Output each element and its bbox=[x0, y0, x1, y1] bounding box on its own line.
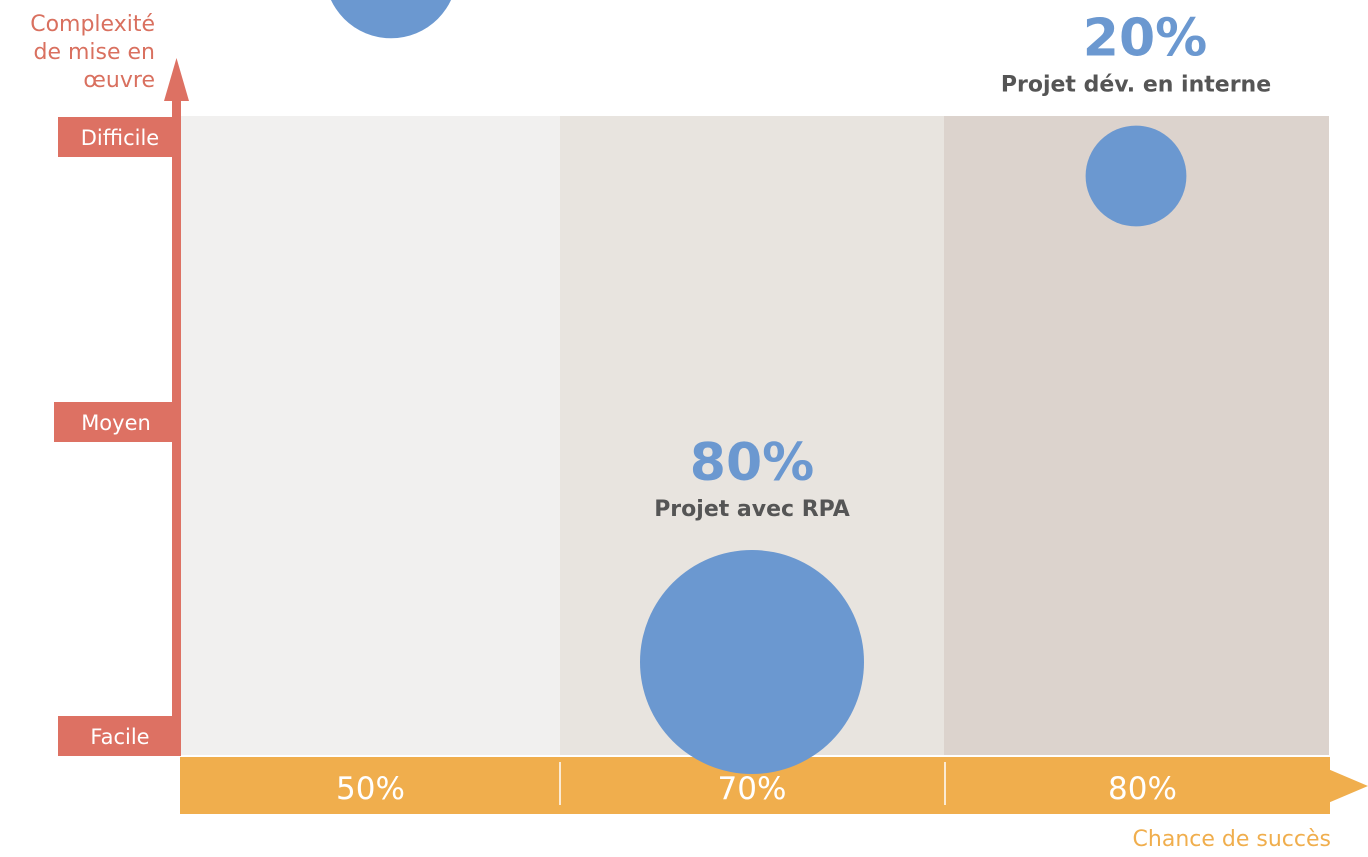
data-point-3: 20% Projet dév. en interne bbox=[1001, 9, 1271, 227]
x-tick-label: 80% bbox=[1108, 771, 1177, 807]
y-level-tag-1: Facile bbox=[58, 716, 181, 756]
bubble-label: Projet dév. en interne bbox=[1001, 73, 1271, 98]
y-axis-arrow bbox=[164, 58, 189, 101]
background-bands bbox=[181, 116, 1329, 755]
x-axis-title: Chance de succès bbox=[1133, 827, 1331, 852]
bubble-percent: 80% bbox=[690, 433, 814, 493]
y-level-tag-3: Difficile bbox=[58, 117, 181, 157]
data-point-2: 80% Projet avec RPA bbox=[640, 433, 864, 774]
bubble bbox=[1085, 125, 1187, 227]
x-tick-label: 70% bbox=[718, 771, 787, 807]
data-point-1: 28%Projet avec IA bbox=[330, 0, 452, 39]
bubble bbox=[330, 0, 452, 39]
band-1 bbox=[181, 116, 560, 755]
bubble-percent: 20% bbox=[1083, 9, 1207, 69]
bubbles: 28%Projet avec IA 80% Projet avec RPA 20% Pr… bbox=[330, 0, 1271, 774]
y-level-tag-bg bbox=[58, 117, 181, 157]
x-axis-arrow bbox=[1328, 769, 1368, 803]
y-axis-title-line-3: œuvre bbox=[83, 68, 155, 93]
y-level-tag-bg bbox=[58, 716, 181, 756]
x-tick-label: 50% bbox=[336, 771, 405, 807]
y-level-label: Moyen bbox=[81, 411, 151, 435]
y-axis-levels: Facile Moyen Difficile bbox=[54, 117, 181, 756]
bubble-label: Projet avec RPA bbox=[654, 497, 850, 522]
y-level-label: Facile bbox=[90, 725, 149, 749]
y-axis-title-line-1: Complexité bbox=[30, 12, 155, 37]
y-level-tag-2: Moyen bbox=[54, 402, 181, 442]
y-level-tag-bg bbox=[54, 402, 181, 442]
y-level-label: Difficile bbox=[81, 126, 159, 150]
bubble bbox=[640, 550, 864, 774]
y-axis-title-line-2: de mise en bbox=[33, 40, 155, 65]
